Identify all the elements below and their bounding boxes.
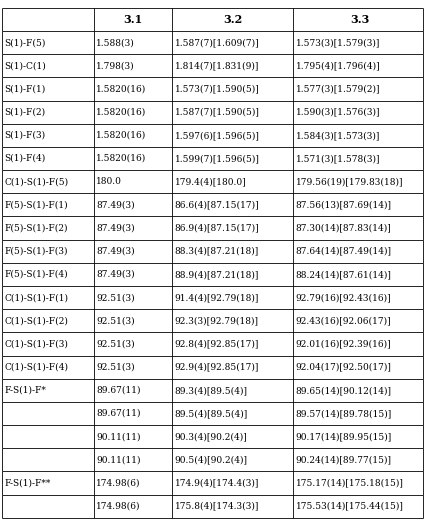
Text: 1.588(3): 1.588(3) <box>96 38 135 47</box>
Text: 1.584(3)[1.573(3)]: 1.584(3)[1.573(3)] <box>296 131 380 140</box>
Text: 90.11(11): 90.11(11) <box>96 432 141 441</box>
Text: 174.98(6): 174.98(6) <box>96 479 141 487</box>
Text: 92.01(16)[92.39(16)]: 92.01(16)[92.39(16)] <box>296 339 391 348</box>
Text: 3.3: 3.3 <box>351 14 370 25</box>
Text: 1.577(3)[1.579(2)]: 1.577(3)[1.579(2)] <box>296 85 380 94</box>
Text: 90.24(14)[89.77(15)]: 90.24(14)[89.77(15)] <box>296 456 392 464</box>
Text: 1.597(6)[1.596(5)]: 1.597(6)[1.596(5)] <box>175 131 260 140</box>
Text: C(1)-S(1)-F(4): C(1)-S(1)-F(4) <box>5 362 69 372</box>
Text: 87.30(14)[87.83(14)]: 87.30(14)[87.83(14)] <box>296 223 391 233</box>
Text: S(1)-F(2): S(1)-F(2) <box>5 108 46 117</box>
Text: 87.49(3): 87.49(3) <box>96 223 135 233</box>
Text: 1.587(7)[1.590(5)]: 1.587(7)[1.590(5)] <box>175 108 260 117</box>
Text: F-S(1)-F*: F-S(1)-F* <box>5 386 47 395</box>
Text: 92.43(16)[92.06(17)]: 92.43(16)[92.06(17)] <box>296 316 391 325</box>
Text: 86.6(4)[87.15(17)]: 86.6(4)[87.15(17)] <box>175 200 259 209</box>
Text: 86.9(4)[87.15(17)]: 86.9(4)[87.15(17)] <box>175 223 259 233</box>
Text: 88.9(4)[87.21(18)]: 88.9(4)[87.21(18)] <box>175 270 259 279</box>
Text: C(1)-S(1)-F(5): C(1)-S(1)-F(5) <box>5 177 69 186</box>
Text: 1.573(7)[1.590(5)]: 1.573(7)[1.590(5)] <box>175 85 259 94</box>
Text: S(1)-F(3): S(1)-F(3) <box>5 131 46 140</box>
Text: 175.8(4)[174.3(3)]: 175.8(4)[174.3(3)] <box>175 502 259 510</box>
Text: 1.814(7)[1.831(9)]: 1.814(7)[1.831(9)] <box>175 61 259 70</box>
Text: 92.8(4)[92.85(17)]: 92.8(4)[92.85(17)] <box>175 339 259 348</box>
Text: 179.4(4)[180.0]: 179.4(4)[180.0] <box>175 177 246 186</box>
Text: 90.11(11): 90.11(11) <box>96 456 141 464</box>
Text: 92.51(3): 92.51(3) <box>96 339 135 348</box>
Text: 89.57(14)[89.78(15)]: 89.57(14)[89.78(15)] <box>296 409 392 418</box>
Text: 90.3(4)[90.2(4)]: 90.3(4)[90.2(4)] <box>175 432 247 441</box>
Text: 92.51(3): 92.51(3) <box>96 362 135 372</box>
Text: 89.65(14)[90.12(14)]: 89.65(14)[90.12(14)] <box>296 386 392 395</box>
Text: 1.5820(16): 1.5820(16) <box>96 131 146 140</box>
Text: 89.5(4)[89.5(4)]: 89.5(4)[89.5(4)] <box>175 409 248 418</box>
Text: 92.04(17)[92.50(17)]: 92.04(17)[92.50(17)] <box>296 362 392 372</box>
Text: 90.5(4)[90.2(4)]: 90.5(4)[90.2(4)] <box>175 456 248 464</box>
Text: 3.1: 3.1 <box>123 14 142 25</box>
Text: 1.5820(16): 1.5820(16) <box>96 85 146 94</box>
Text: S(1)-F(4): S(1)-F(4) <box>5 154 46 163</box>
Text: F(5)-S(1)-F(4): F(5)-S(1)-F(4) <box>5 270 68 279</box>
Text: 89.3(4)[89.5(4)]: 89.3(4)[89.5(4)] <box>175 386 248 395</box>
Text: 1.795(4)[1.796(4)]: 1.795(4)[1.796(4)] <box>296 61 380 70</box>
Text: 180.0: 180.0 <box>96 177 122 186</box>
Text: 87.64(14)[87.49(14)]: 87.64(14)[87.49(14)] <box>296 247 392 256</box>
Text: C(1)-S(1)-F(1): C(1)-S(1)-F(1) <box>5 293 69 302</box>
Text: 92.3(3)[92.79(18)]: 92.3(3)[92.79(18)] <box>175 316 259 325</box>
Text: F(5)-S(1)-F(1): F(5)-S(1)-F(1) <box>5 200 68 209</box>
Text: 1.573(3)[1.579(3)]: 1.573(3)[1.579(3)] <box>296 38 380 47</box>
Text: 3.2: 3.2 <box>223 14 242 25</box>
Text: 87.49(3): 87.49(3) <box>96 200 135 209</box>
Text: 1.798(3): 1.798(3) <box>96 61 135 70</box>
Text: 89.67(11): 89.67(11) <box>96 386 141 395</box>
Text: F(5)-S(1)-F(3): F(5)-S(1)-F(3) <box>5 247 68 256</box>
Text: 179.56(19)[179.83(18)]: 179.56(19)[179.83(18)] <box>296 177 403 186</box>
Text: 1.5820(16): 1.5820(16) <box>96 154 146 163</box>
Text: C(1)-S(1)-F(3): C(1)-S(1)-F(3) <box>5 339 68 348</box>
Text: 88.24(14)[87.61(14)]: 88.24(14)[87.61(14)] <box>296 270 392 279</box>
Text: S(1)-C(1): S(1)-C(1) <box>5 61 46 70</box>
Text: 92.9(4)[92.85(17)]: 92.9(4)[92.85(17)] <box>175 362 259 372</box>
Text: 1.599(7)[1.596(5)]: 1.599(7)[1.596(5)] <box>175 154 260 163</box>
Text: 174.98(6): 174.98(6) <box>96 502 141 510</box>
Text: F-S(1)-F**: F-S(1)-F** <box>5 479 51 487</box>
Text: S(1)-F(5): S(1)-F(5) <box>5 38 46 47</box>
Text: 88.3(4)[87.21(18)]: 88.3(4)[87.21(18)] <box>175 247 259 256</box>
Text: 174.9(4)[174.4(3)]: 174.9(4)[174.4(3)] <box>175 479 259 487</box>
Text: 92.51(3): 92.51(3) <box>96 293 135 302</box>
Text: 1.5820(16): 1.5820(16) <box>96 108 146 117</box>
Text: 87.49(3): 87.49(3) <box>96 270 135 279</box>
Text: 92.51(3): 92.51(3) <box>96 316 135 325</box>
Text: 1.590(3)[1.576(3)]: 1.590(3)[1.576(3)] <box>296 108 380 117</box>
Text: 90.17(14)[89.95(15)]: 90.17(14)[89.95(15)] <box>296 432 392 441</box>
Text: S(1)-F(1): S(1)-F(1) <box>5 85 46 94</box>
Text: 91.4(4)[92.79(18)]: 91.4(4)[92.79(18)] <box>175 293 259 302</box>
Text: F(5)-S(1)-F(2): F(5)-S(1)-F(2) <box>5 223 68 233</box>
Text: 175.53(14)[175.44(15)]: 175.53(14)[175.44(15)] <box>296 502 404 510</box>
Text: 175.17(14)[175.18(15)]: 175.17(14)[175.18(15)] <box>296 479 404 487</box>
Text: 92.79(16)[92.43(16)]: 92.79(16)[92.43(16)] <box>296 293 391 302</box>
Text: 87.49(3): 87.49(3) <box>96 247 135 256</box>
Text: 1.571(3)[1.578(3)]: 1.571(3)[1.578(3)] <box>296 154 380 163</box>
Text: 89.67(11): 89.67(11) <box>96 409 141 418</box>
Text: 87.56(13)[87.69(14)]: 87.56(13)[87.69(14)] <box>296 200 392 209</box>
Text: 1.587(7)[1.609(7)]: 1.587(7)[1.609(7)] <box>175 38 259 47</box>
Text: C(1)-S(1)-F(2): C(1)-S(1)-F(2) <box>5 316 68 325</box>
